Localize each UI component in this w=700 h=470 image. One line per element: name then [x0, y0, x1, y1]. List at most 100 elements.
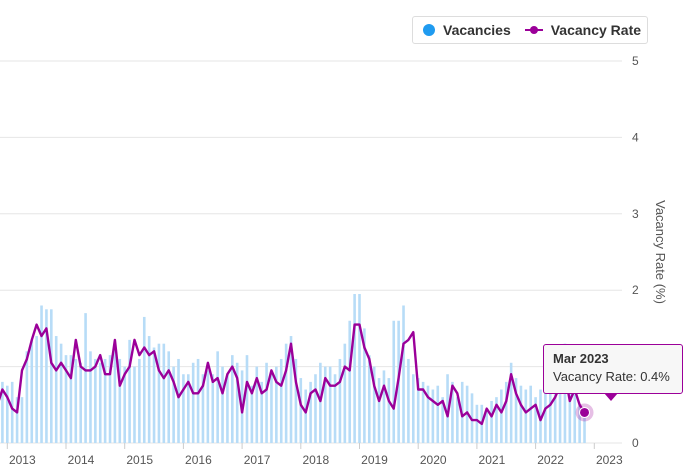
vacancies-bar [504, 381, 508, 443]
vacancies-bar [529, 385, 533, 443]
vacancies-bar [186, 374, 190, 443]
vacancies-bar [133, 366, 136, 443]
vacancies-bar [216, 351, 219, 443]
vacancies-bar [514, 378, 518, 443]
vacancies-bar [412, 374, 415, 443]
y-tick-label: 2 [632, 283, 639, 297]
vacancies-bar [333, 374, 337, 443]
x-tick-label: 2016 [185, 453, 212, 467]
vacancies-bar [456, 397, 459, 443]
vacancies-bar [568, 385, 572, 443]
vacancies-bar [10, 381, 14, 443]
vacancies-bar [279, 358, 283, 443]
vacancies-bar [431, 389, 435, 443]
y-tick-label: 4 [632, 130, 639, 144]
vacancies-bar [353, 294, 356, 443]
legend-item-vacancies[interactable]: Vacancies [413, 22, 511, 38]
vacancies-bar [50, 309, 53, 443]
vacancies-bar [553, 385, 557, 443]
x-tick-label: 2013 [9, 453, 36, 467]
vacancies-bar [367, 355, 371, 443]
legend: Vacancies Vacancy Rate [412, 16, 648, 44]
vacancies-bar [118, 358, 122, 443]
vacancies-bar [548, 381, 552, 443]
vacancies-bar [40, 305, 43, 443]
vacancies-bar [578, 404, 581, 443]
vacancies-bar [372, 366, 376, 443]
vacancies-bar [451, 381, 454, 443]
vacancies-bar [314, 374, 317, 443]
vacancies-bar [69, 355, 73, 443]
vacancies-bar [245, 355, 249, 443]
vacancies-bar [182, 374, 185, 443]
vacancy-rate-series [0, 323, 586, 426]
x-tick-label: 2020 [420, 453, 447, 467]
vacancies-bar [128, 339, 131, 443]
vacancies-bar [147, 336, 151, 443]
vacancies-bar [270, 374, 273, 443]
legend-item-vacancy-rate[interactable]: Vacancy Rate [511, 22, 641, 38]
vacancies-bar [138, 358, 141, 443]
vacancies-bar [59, 343, 63, 443]
vacancies-bar [250, 385, 254, 443]
vacancies-bar [79, 362, 82, 443]
vacancies-bar [558, 358, 562, 443]
x-tick-label: 2023 [596, 453, 623, 467]
legend-label-vacancies: Vacancies [443, 22, 511, 38]
vacancies-bar [35, 336, 38, 443]
tooltip: Mar 2023 Vacancy Rate: 0.4% [543, 344, 683, 394]
vacancies-bar [485, 408, 488, 443]
vacancies-bar [54, 336, 58, 443]
vacancy-rate-legend-marker [524, 26, 543, 34]
vacancies-bar [265, 362, 268, 443]
hover-marker[interactable] [575, 403, 594, 422]
vacancies-bar [231, 355, 234, 443]
vacancies-bar [495, 397, 498, 443]
vacancies-bar [64, 355, 68, 443]
hover-point[interactable] [579, 406, 591, 418]
vacancies-legend-dot [423, 24, 435, 36]
vacancies-bar [573, 389, 577, 443]
vacancies-bar [583, 408, 586, 443]
tooltip-arrow [604, 393, 618, 401]
vacancies-bar [490, 400, 493, 443]
vacancies-bar [441, 397, 444, 443]
vacancies-bar [519, 385, 523, 443]
vacancies-bar [392, 320, 396, 443]
vacancies-bar [407, 358, 410, 443]
vacancies-bar [387, 378, 391, 443]
vacancies-bar [294, 358, 298, 443]
vacancies-bar [319, 362, 322, 443]
vacancies-bar [524, 389, 528, 443]
vacancies-bar [152, 347, 156, 443]
vacancies-bar [6, 385, 9, 443]
vacancies-bar [25, 351, 29, 443]
vacancies-bar [142, 316, 146, 443]
vacancies-bar [509, 362, 513, 443]
vacancies-bar [382, 370, 386, 443]
vacancies-bar [534, 397, 537, 443]
vacancies-bar [89, 351, 92, 443]
y-tick-label: 0 [632, 436, 639, 450]
vacancies-bar [309, 381, 312, 443]
x-tick-label: 2022 [537, 453, 564, 467]
vacancies-bar [123, 366, 126, 443]
vacancies-bar [304, 389, 307, 443]
vacancies-bar [108, 355, 112, 443]
vacancies-bar [328, 366, 332, 443]
vacancies-bar [98, 362, 102, 443]
vacancies-bar [30, 339, 34, 443]
vacancies-bar [377, 378, 381, 443]
x-tick-label: 2018 [302, 453, 329, 467]
vacancies-bar [1, 381, 4, 443]
vacancies-bar [20, 397, 24, 443]
x-tick-label: 2015 [126, 453, 153, 467]
tooltip-title: Mar 2023 [553, 351, 609, 366]
vacancies-bar [275, 366, 278, 443]
vacancies-bar [113, 343, 117, 443]
vacancies-bar [299, 378, 303, 443]
vacancies-bar [226, 374, 229, 443]
tooltip-value: Vacancy Rate: 0.4% [553, 369, 670, 384]
vacancies-bar [45, 309, 48, 443]
vacancies-bar [436, 385, 440, 443]
